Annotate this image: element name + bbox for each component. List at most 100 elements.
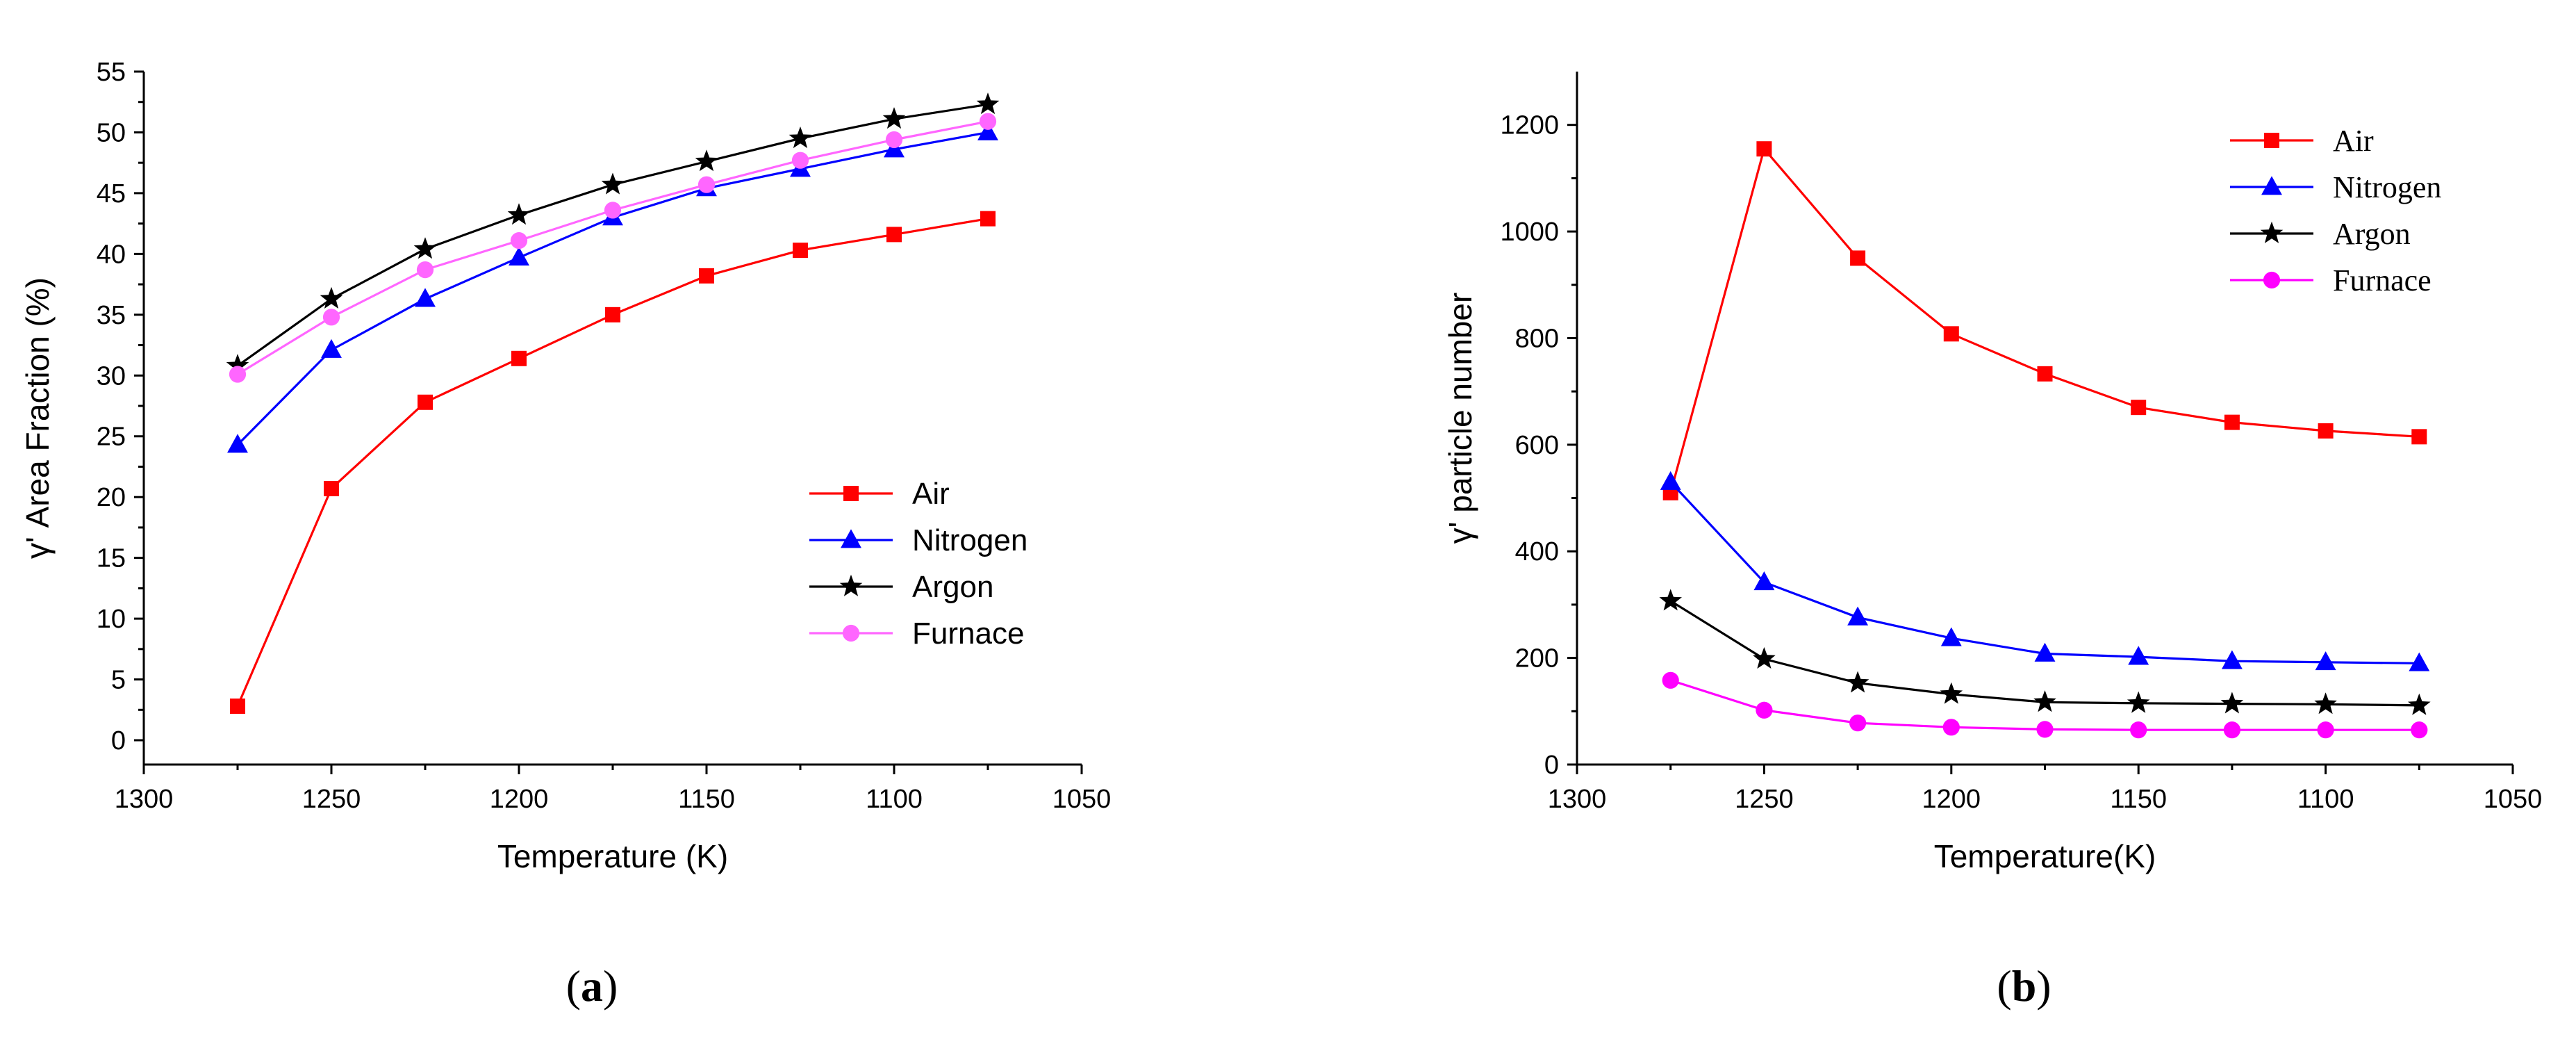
x-tick-label: 1150 (2110, 785, 2167, 814)
data-point-furnace (604, 202, 622, 219)
data-point-air (2411, 429, 2427, 445)
y-tick-label: 400 (1515, 537, 1559, 566)
y-tick-label: 0 (111, 726, 126, 756)
series-air (230, 211, 996, 715)
y-axis-title: γ' particle number (1442, 293, 1478, 544)
y-tick-label: 25 (97, 423, 126, 452)
series-argon (226, 92, 1000, 376)
y-tick-label: 1200 (1500, 111, 1559, 140)
x-tick-label: 1250 (1735, 785, 1794, 814)
data-point-nitrogen (227, 434, 248, 453)
chart-panel-b: 0 200 400 600 800 1000 1200 1300 1250 1200 1150 110… (1442, 72, 2542, 1011)
data-point-argon (2314, 692, 2337, 715)
series-furnace (1662, 671, 2428, 739)
data-point-air (793, 243, 808, 259)
y-tick-label: 0 (1544, 751, 1559, 780)
data-point-air (1850, 250, 1866, 266)
data-point-nitrogen (1940, 627, 1962, 646)
legend-marker-furnace (842, 624, 860, 642)
data-point-nitrogen (2409, 652, 2430, 671)
data-point-argon (226, 354, 249, 376)
data-point-air (2224, 414, 2240, 430)
data-point-furnace (2317, 721, 2334, 739)
data-point-furnace (1942, 719, 1960, 736)
data-point-air (2131, 400, 2147, 416)
data-point-argon (2220, 692, 2244, 714)
data-point-argon (1846, 671, 1869, 693)
data-point-nitrogen (1660, 471, 1681, 490)
x-tick-label: 1050 (2484, 785, 2543, 814)
y-tick-label: 5 (111, 666, 126, 695)
legend-marker-furnace (2263, 271, 2281, 289)
data-point-argon (413, 237, 437, 259)
series-nitrogen (227, 121, 998, 453)
data-point-nitrogen (509, 246, 529, 266)
data-point-air (230, 699, 245, 715)
data-point-furnace (791, 152, 809, 169)
y-tick-label: 45 (97, 179, 126, 209)
y-tick-label: 800 (1515, 324, 1559, 353)
data-point-nitrogen (977, 121, 998, 140)
y-tick-label: 40 (97, 240, 126, 269)
series-line-nitrogen (1669, 481, 2420, 664)
y-tick-label: 35 (97, 301, 126, 330)
series-line-furnace (237, 120, 989, 375)
data-point-furnace (2130, 721, 2147, 739)
data-point-furnace (979, 113, 997, 130)
x-tick-label: 1300 (115, 785, 174, 814)
data-point-argon (882, 107, 906, 129)
panel-label: (b) (1997, 961, 2051, 1011)
data-point-argon (789, 126, 812, 149)
y-tick-label: 20 (97, 483, 126, 512)
x-axis-title: Temperature (K) (497, 838, 728, 874)
data-point-air (2037, 366, 2053, 382)
panel-letter: b (2012, 961, 2037, 1011)
data-point-nitrogen (1753, 571, 1775, 591)
panel-label: (a) (566, 961, 618, 1011)
data-point-air (324, 480, 339, 496)
data-point-nitrogen (1847, 606, 1869, 626)
x-axis-title: Temperature(K) (1934, 838, 2156, 874)
data-point-air (699, 268, 714, 284)
data-point-furnace (885, 131, 903, 149)
data-point-furnace (416, 261, 434, 279)
data-point-furnace (1662, 671, 1679, 689)
series-furnace (229, 113, 997, 383)
data-point-nitrogen (415, 288, 436, 307)
data-point-argon (695, 149, 718, 172)
series-nitrogen (1660, 471, 2430, 671)
data-point-air (605, 307, 620, 322)
data-point-air (1943, 326, 1959, 342)
y-tick-label: 10 (97, 605, 126, 634)
legend-label-air: Air (912, 477, 950, 511)
legend-label-nitrogen: Nitrogen (912, 523, 1027, 557)
data-point-argon (320, 286, 343, 309)
data-point-air (886, 227, 902, 243)
data-point-air (980, 211, 996, 227)
data-point-argon (2127, 691, 2150, 713)
legend-label-furnace: Furnace (2333, 263, 2431, 297)
y-tick-label: 200 (1515, 644, 1559, 673)
y-tick-label: 600 (1515, 431, 1559, 460)
x-tick-label: 1100 (866, 785, 923, 814)
legend-marker-argon (2260, 221, 2284, 243)
data-point-argon (2408, 693, 2431, 715)
data-point-furnace (229, 366, 247, 383)
legend-label-argon: Argon (2333, 217, 2411, 251)
legend-label-air: Air (2333, 124, 2374, 158)
series-argon (1659, 589, 2431, 715)
legend: Air Nitrogen Argon Furnace (2230, 124, 2441, 297)
legend-label-furnace: Furnace (912, 617, 1024, 651)
x-tick-label: 1200 (1922, 785, 1981, 814)
legend: Air Nitrogen Argon Furnace (809, 477, 1027, 651)
data-point-argon (1940, 682, 1963, 704)
legend-label-argon: Argon (912, 570, 993, 604)
data-point-air (1756, 141, 1772, 157)
x-tick-label: 1150 (678, 785, 735, 814)
x-tick-label: 1050 (1052, 785, 1112, 814)
data-point-furnace (2036, 721, 2054, 738)
x-tick-label: 1300 (1548, 785, 1607, 814)
data-point-nitrogen (2221, 650, 2243, 669)
legend-marker-air (2264, 133, 2279, 148)
y-tick-label: 30 (97, 361, 126, 391)
